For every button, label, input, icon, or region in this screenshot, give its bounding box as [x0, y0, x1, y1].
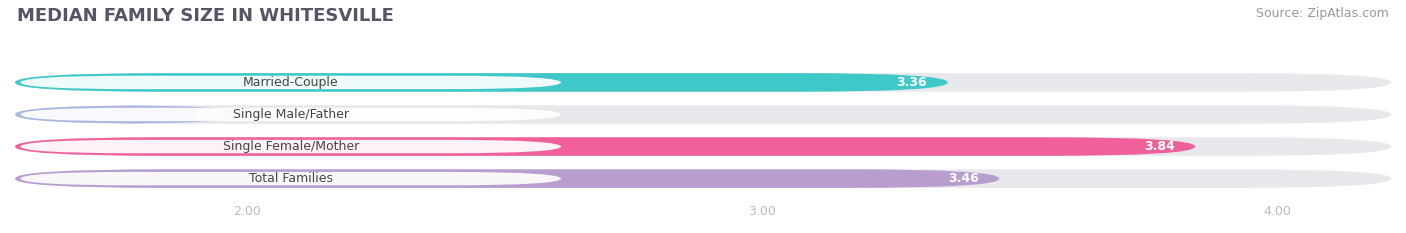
- FancyBboxPatch shape: [15, 105, 247, 124]
- Text: Single Female/Mother: Single Female/Mother: [222, 140, 359, 153]
- FancyBboxPatch shape: [20, 172, 561, 185]
- Text: 3.46: 3.46: [948, 172, 979, 185]
- FancyBboxPatch shape: [15, 169, 1000, 188]
- FancyBboxPatch shape: [20, 108, 561, 121]
- Text: 2.00: 2.00: [195, 108, 226, 121]
- Text: 3.36: 3.36: [897, 76, 927, 89]
- Text: Single Male/Father: Single Male/Father: [233, 108, 349, 121]
- FancyBboxPatch shape: [20, 140, 561, 153]
- Text: 3.84: 3.84: [1144, 140, 1174, 153]
- Text: Married-Couple: Married-Couple: [243, 76, 339, 89]
- FancyBboxPatch shape: [15, 169, 1391, 188]
- Text: Total Families: Total Families: [249, 172, 333, 185]
- FancyBboxPatch shape: [15, 137, 1195, 156]
- FancyBboxPatch shape: [15, 105, 1391, 124]
- Text: MEDIAN FAMILY SIZE IN WHITESVILLE: MEDIAN FAMILY SIZE IN WHITESVILLE: [17, 7, 394, 25]
- FancyBboxPatch shape: [15, 73, 948, 92]
- Text: Source: ZipAtlas.com: Source: ZipAtlas.com: [1256, 7, 1389, 20]
- FancyBboxPatch shape: [15, 73, 1391, 92]
- FancyBboxPatch shape: [20, 76, 561, 89]
- FancyBboxPatch shape: [15, 137, 1391, 156]
